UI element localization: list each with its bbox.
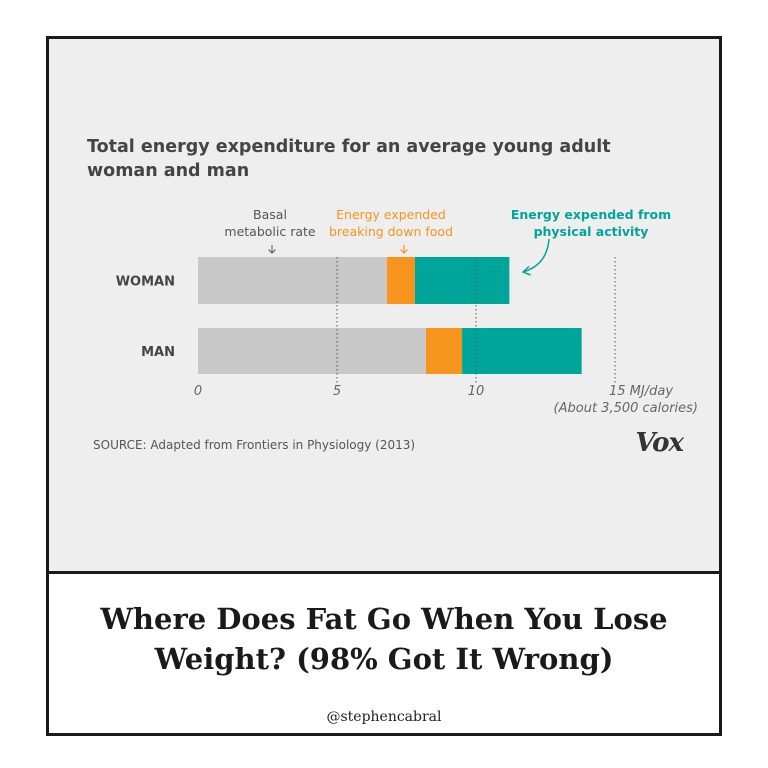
chart-panel: Total energy expenditure for an average … bbox=[49, 39, 719, 574]
x-tick-label-3: 10 bbox=[468, 384, 485, 399]
author-handle: @stephencabral bbox=[326, 709, 442, 725]
x-tick-label-2: 5 bbox=[333, 384, 341, 399]
brand-logo: Vox bbox=[635, 428, 684, 458]
annotation-food-line-1: Energy expended bbox=[336, 207, 446, 222]
annotation-basal-arrow bbox=[268, 245, 276, 254]
x-tick-note: (About 3,500 calories) bbox=[554, 401, 698, 416]
x-tick-label-1: 0 bbox=[194, 384, 202, 399]
annotation-food-line-2: breaking down food bbox=[329, 224, 453, 239]
annotation-activity-line-1: Energy expended from bbox=[511, 207, 671, 222]
chart-title: Total energy expenditure for an average … bbox=[87, 137, 611, 181]
source-note: SOURCE: Adapted from Frontiers in Physio… bbox=[93, 438, 415, 452]
category-label-man: MAN bbox=[141, 345, 175, 360]
bar-woman-series-3 bbox=[414, 257, 510, 304]
annotation-basal-line-2: metabolic rate bbox=[224, 224, 316, 239]
annotation-activity-arrow bbox=[521, 238, 550, 276]
bar-woman-series-2 bbox=[387, 257, 415, 304]
annotation-food-arrow bbox=[400, 245, 408, 254]
post-frame: Total energy expenditure for an average … bbox=[46, 36, 722, 736]
x-tick-label-4: 15 MJ/day bbox=[609, 384, 673, 399]
headline: Where Does Fat Go When You Lose Weight? … bbox=[100, 602, 668, 676]
bar-man-series-3 bbox=[462, 328, 582, 374]
energy-chart: WOMAN MAN 0 5 10 15 MJ/day (About 3,500 calori… bbox=[93, 207, 698, 458]
bar-woman-series-1 bbox=[198, 257, 388, 304]
bar-man-series-2 bbox=[425, 328, 463, 374]
category-label-woman: WOMAN bbox=[116, 275, 175, 290]
annotation-activity-line-2: physical activity bbox=[534, 224, 649, 239]
annotation-basal-line-1: Basal bbox=[253, 207, 287, 222]
bar-man-series-1 bbox=[198, 328, 426, 374]
